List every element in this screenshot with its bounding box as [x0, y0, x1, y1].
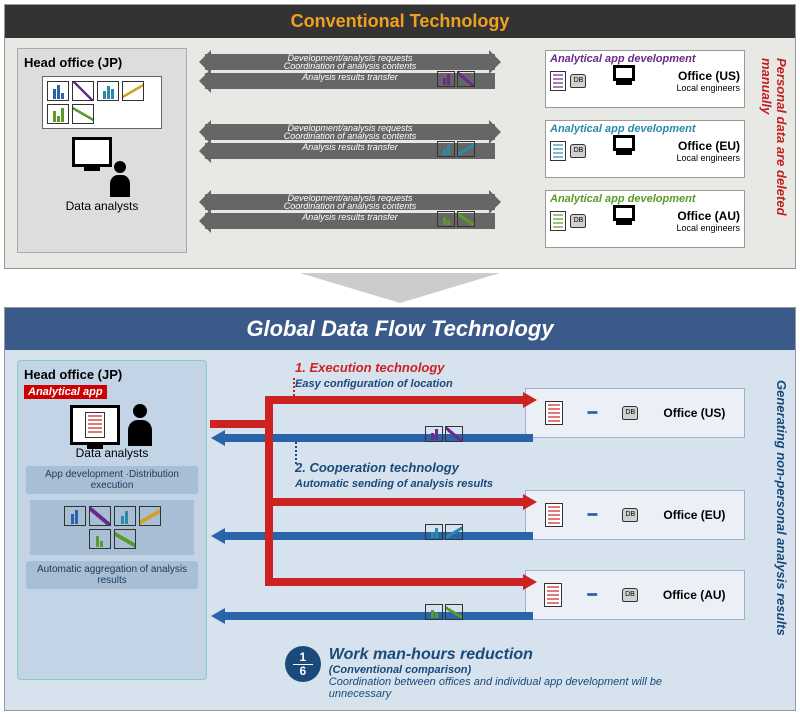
doc-icon — [544, 583, 562, 607]
red-h3 — [265, 578, 525, 586]
head-office-label: Head office (JP) — [24, 55, 180, 70]
conventional-header: Conventional Technology — [5, 5, 795, 38]
blue-arrow-head — [211, 608, 225, 624]
person-icon — [126, 404, 154, 446]
db-icon: DB — [622, 406, 638, 420]
reduction-block: 16 Work man-hours reduction (Conventiona… — [285, 646, 725, 700]
head-office-global: Head office (JP) Analytical app Data ana… — [17, 360, 207, 680]
conventional-panel: Conventional Technology Head office (JP) — [4, 4, 796, 269]
analytical-app-badge: Analytical app — [24, 385, 107, 399]
office-au: Analytical app development DB Office (AU… — [545, 190, 745, 248]
red-h2 — [265, 498, 525, 506]
db-icon: DB — [622, 588, 638, 602]
arrow-group-au: Development/analysis requestsCoordinatio… — [195, 194, 505, 254]
bar-chart-icon — [97, 81, 119, 101]
analyst-icon — [613, 135, 649, 167]
global-body: Head office (JP) Analytical app Data ana… — [5, 350, 795, 710]
office-us: Analytical app development DB Office (US… — [545, 50, 745, 108]
head-office-conv: Head office (JP) Data analysts — [17, 48, 187, 253]
side-note-global: Generating non-personal analysis results — [774, 380, 789, 636]
mini-charts-return — [425, 604, 463, 620]
sub-box-1: App development ·Distribution execution — [26, 466, 198, 494]
chart-preview — [30, 500, 194, 555]
goffice-us: ━ DB Office (US) — [525, 388, 745, 438]
global-header: Global Data Flow Technology — [5, 308, 795, 350]
blue-dotted — [295, 442, 297, 464]
goffice-eu: ━ DB Office (EU) — [525, 490, 745, 540]
tech2-label: 2. Cooperation technology Automatic send… — [295, 460, 493, 490]
monitor-icon — [70, 405, 120, 445]
blue-arrow-head — [211, 430, 225, 446]
red-h1 — [265, 396, 525, 404]
global-panel: Global Data Flow Technology Head office … — [4, 307, 796, 711]
arrow-group-us: Development/analysis requestsCoordinatio… — [195, 54, 505, 114]
sub-box-2: Automatic aggregation of analysis result… — [26, 561, 198, 589]
db-icon: DB — [570, 144, 586, 158]
conventional-body: Head office (JP) Data analysts — [5, 38, 795, 268]
doc-icon — [550, 211, 566, 231]
red-arrow-head — [523, 574, 537, 590]
office-eu: Analytical app development DB Office (EU… — [545, 120, 745, 178]
red-arrow-head — [523, 392, 537, 408]
doc-icon — [85, 412, 105, 438]
head-office-label-g: Head office (JP) — [24, 367, 200, 382]
analyst-icon — [72, 137, 132, 197]
bar-chart-icon — [47, 104, 69, 124]
chart-bubble — [42, 76, 162, 129]
fraction-badge: 16 — [285, 646, 321, 682]
red-arrow-head — [523, 494, 537, 510]
line-chart-icon — [72, 104, 94, 124]
red-hstub — [210, 420, 270, 428]
db-icon: DB — [570, 214, 586, 228]
db-icon: DB — [622, 508, 638, 522]
doc-icon — [545, 503, 563, 527]
doc-icon — [550, 71, 566, 91]
mini-charts-return — [425, 524, 463, 540]
db-icon: DB — [570, 74, 586, 88]
side-note-conv: Personal data are deleted manually — [759, 58, 789, 268]
doc-icon — [545, 401, 563, 425]
doc-icon — [550, 141, 566, 161]
blue-arrow-head — [211, 528, 225, 544]
analyst-icon — [613, 65, 649, 97]
mini-charts-return — [425, 426, 463, 442]
arrow-group-eu: Development/analysis requestsCoordinatio… — [195, 124, 505, 184]
tech1-label: 1. Execution technology Easy configurati… — [295, 360, 453, 390]
analyst-label-g: Data analysts — [24, 446, 200, 460]
down-arrow-icon — [300, 273, 500, 303]
analyst-icon — [613, 205, 649, 237]
analyst-label: Data analysts — [24, 199, 180, 213]
goffice-au: ━ DB Office (AU) — [525, 570, 745, 620]
blue-h3 — [223, 612, 533, 620]
bar-chart-icon — [47, 81, 69, 101]
line-chart-icon — [122, 81, 144, 101]
line-chart-icon — [72, 81, 94, 101]
